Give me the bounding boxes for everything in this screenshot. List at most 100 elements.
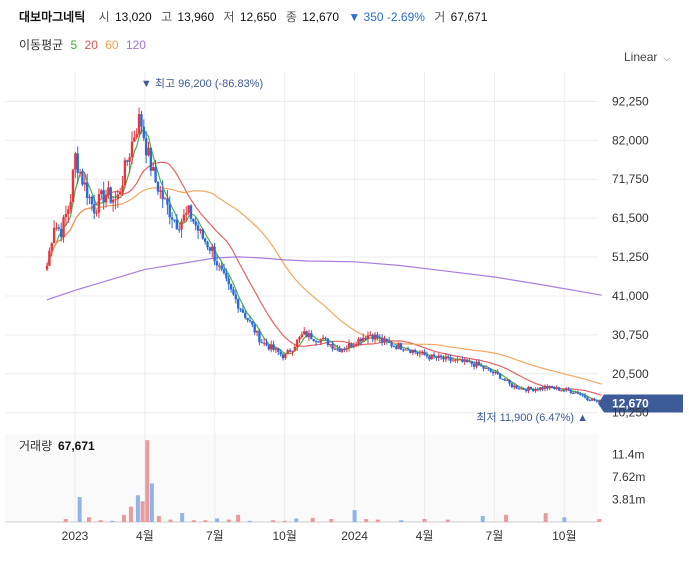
candle-body [85, 182, 89, 198]
candle-body [220, 265, 223, 270]
candle-body [350, 343, 353, 348]
candle-body [81, 172, 84, 185]
candle-body [121, 185, 124, 193]
candle-body [501, 378, 504, 380]
price-tick-label: 61,500 [612, 211, 649, 225]
candle-body [229, 284, 233, 290]
candle-body [203, 238, 207, 242]
candle-body [446, 356, 450, 358]
candle-body [281, 354, 285, 359]
candle-body [130, 141, 134, 158]
candle-body [600, 401, 603, 404]
candle-body [236, 299, 240, 309]
candle-body [246, 317, 249, 321]
volume-bar [135, 495, 140, 522]
volume-title: 거래량 [19, 439, 52, 453]
volume-bar [597, 519, 602, 522]
candle-body [510, 383, 514, 388]
candle-body [319, 339, 322, 343]
ma-120-toggle[interactable]: 120 [125, 38, 146, 52]
candle-body [286, 350, 289, 354]
ma-20-line [46, 161, 602, 396]
time-tick-label: 2023 [62, 529, 89, 543]
candle-body [430, 354, 433, 360]
high-annotation: ▼ 최고 96,200 (-86.83%) [141, 77, 263, 90]
candle-body [586, 397, 589, 401]
ma-60-toggle[interactable]: 60 [105, 38, 119, 52]
candle-body [211, 246, 214, 251]
candle-body [159, 190, 162, 192]
time-tick-label: 7월 [206, 529, 224, 543]
volume-value: 67,671 [450, 10, 488, 24]
candle-body [194, 221, 197, 226]
candle-body [409, 349, 412, 353]
volume-bar [215, 518, 220, 522]
candle-body [517, 388, 521, 390]
candle-body [251, 321, 254, 325]
candle-body [418, 353, 422, 355]
moving-average-legend: 이동평균 5 20 60 120 [19, 36, 150, 53]
ma-5-toggle[interactable]: 5 [70, 38, 78, 52]
candle-body [201, 229, 204, 239]
volume-bar [271, 520, 276, 522]
ma-legend-label: 이동평균 [19, 38, 64, 52]
candle-body [241, 309, 245, 313]
candle-body [218, 265, 221, 267]
price-tick-label: 82,000 [612, 133, 649, 147]
candle-body [317, 341, 320, 343]
candle-body [185, 212, 188, 215]
candle-body [432, 354, 436, 357]
candle-body [536, 389, 540, 391]
candle-body [562, 390, 566, 392]
candle-body [352, 345, 356, 348]
candle-body [503, 379, 507, 381]
candle-body [253, 324, 256, 333]
candle-body [149, 147, 153, 171]
candle-body [83, 182, 86, 185]
candle-body [331, 343, 334, 349]
candle-body [71, 169, 75, 202]
candle-body [397, 343, 400, 349]
candle-body [515, 385, 518, 389]
candle-body [303, 331, 306, 335]
volume-bar [63, 519, 68, 522]
low-annotation: 최저 11,900 (6.47%) ▲ [476, 411, 588, 424]
candle-body [569, 390, 573, 394]
candle-body [371, 334, 374, 340]
candle-body [357, 338, 360, 346]
candle-body [399, 343, 403, 350]
candle-body [133, 137, 136, 142]
candle-body [52, 228, 56, 244]
time-tick-label: 2024 [341, 529, 368, 543]
candle-body [392, 346, 396, 348]
candle-body [576, 392, 580, 394]
volume-bar [236, 514, 241, 522]
ma-20-toggle[interactable]: 20 [84, 38, 98, 52]
candle-body [137, 114, 141, 135]
candle-body [583, 395, 587, 398]
candle-body [437, 355, 440, 358]
candle-body [57, 227, 61, 229]
candle-body [154, 167, 157, 182]
candle-body [413, 349, 417, 353]
high-value: 13,960 [177, 10, 215, 24]
candle-body [109, 187, 112, 203]
candle-body [369, 334, 372, 336]
volume-bar [121, 514, 126, 522]
candle-body [388, 341, 391, 343]
candle-body [321, 337, 325, 340]
candle-body [546, 386, 549, 389]
candle-body [411, 349, 415, 353]
volume-bar [364, 519, 369, 522]
candle-body [539, 387, 542, 390]
candle-body [166, 198, 169, 205]
candle-body [300, 334, 304, 338]
candle-body [482, 366, 485, 369]
candle-body [465, 359, 469, 363]
scale-dropdown[interactable]: Linear ⌵ [624, 50, 670, 64]
volume-bar [128, 506, 133, 522]
volume-label: 거 [434, 10, 446, 24]
candle-body [182, 214, 186, 222]
candle-body [428, 356, 431, 360]
candle-body [595, 400, 599, 402]
